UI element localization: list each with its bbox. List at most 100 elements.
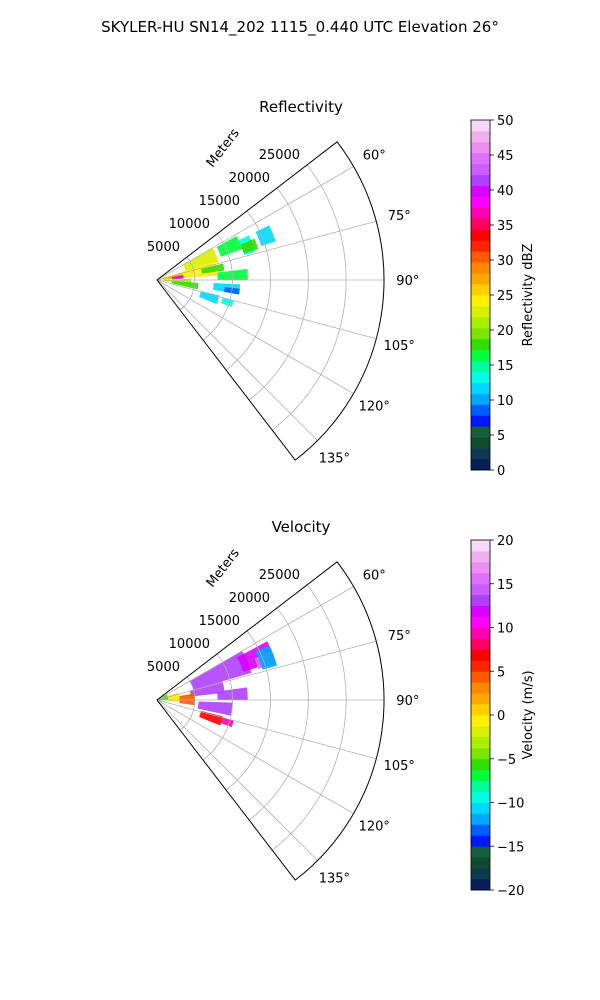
echo-cell-10 — [199, 710, 224, 726]
panel-title: Reflectivity — [259, 98, 343, 116]
colorbar-segment-21 — [471, 649, 490, 661]
echo-cell-3 — [189, 681, 225, 697]
echo-cell-2 — [255, 225, 276, 247]
colorbar-segment-16 — [471, 704, 490, 716]
colorbar-segment-17 — [471, 693, 490, 705]
range-ring-10000 — [202, 653, 234, 761]
colorbar-segment-5 — [471, 824, 490, 836]
range-ring-5000 — [179, 256, 196, 311]
colorbar-segment-4 — [471, 835, 490, 847]
echo-cell-5 — [255, 645, 278, 670]
colorbar-segment-18 — [471, 262, 490, 274]
radial-tick-label-20000: 20000 — [229, 591, 270, 606]
azimuth-tick-label-120: 120° — [359, 819, 390, 834]
colorbar-segment-6 — [471, 813, 490, 825]
azimuth-gridline-105 — [156, 279, 377, 340]
colorbar-segment-17 — [471, 273, 490, 285]
colorbar-segment-29 — [471, 141, 490, 154]
colorbar-label: Velocity (m/s) — [521, 670, 536, 759]
azimuth-gridline-120 — [156, 279, 354, 394]
colorbar-segment-13 — [471, 736, 490, 749]
colorbar-segment-14 — [471, 725, 490, 738]
azimuth-tick-label-105: 105° — [384, 339, 415, 354]
colorbar-segment-30 — [471, 550, 490, 563]
colorbar-segment-4 — [471, 415, 490, 427]
azimuth-gridline-60 — [156, 166, 354, 281]
colorbar-segment-21 — [471, 229, 490, 241]
colorbar-segment-11 — [471, 338, 490, 351]
colorbar-segment-27 — [471, 163, 490, 176]
colorbar-segment-8 — [471, 371, 490, 383]
echo-cell-7 — [167, 692, 180, 702]
echo-cell-8 — [179, 693, 195, 706]
range-ring-20000 — [248, 607, 309, 821]
azimuth-gridline-105 — [156, 699, 377, 760]
colorbar-tick-label-3: 15 — [497, 359, 514, 374]
colorbar-tick-label-8: 20 — [497, 534, 514, 549]
radial-axis-label: Meters — [204, 126, 243, 171]
colorbar-tick-label-7: 15 — [497, 578, 514, 593]
echo-layer — [162, 225, 276, 308]
colorbar-segment-8 — [471, 791, 490, 803]
colorbar-segment-2 — [471, 857, 490, 869]
colorbar-segment-25 — [471, 605, 490, 617]
colorbar-segment-9 — [471, 360, 490, 372]
colorbar-tick-label-9: 45 — [497, 149, 514, 164]
colorbar-segment-23 — [471, 207, 490, 219]
colorbar-segment-3 — [471, 426, 490, 438]
radial-tick-label-10000: 10000 — [169, 217, 210, 232]
colorbar-segment-9 — [471, 780, 490, 792]
colorbar-segment-31 — [471, 120, 490, 132]
colorbar-segment-28 — [471, 152, 490, 165]
colorbar-segment-15 — [471, 295, 490, 307]
colorbar-segment-3 — [471, 846, 490, 858]
colorbar-tick-label-8: 40 — [497, 184, 514, 199]
panel-title: Velocity — [272, 518, 331, 536]
colorbar-segment-10 — [471, 349, 490, 362]
colorbar-segment-24 — [471, 196, 490, 208]
radial-tick-label-25000: 25000 — [259, 148, 300, 163]
colorbar-segment-11 — [471, 758, 490, 771]
range-ring-10000 — [202, 233, 234, 341]
colorbar-segment-20 — [471, 240, 490, 252]
colorbar-tick-label-0: 0 — [497, 464, 505, 479]
colorbar-segment-6 — [471, 393, 490, 405]
radial-tick-label-15000: 15000 — [199, 194, 240, 209]
radial-tick-label-20000: 20000 — [229, 171, 270, 186]
colorbar-tick-label-0: −20 — [497, 884, 524, 899]
colorbar-segment-27 — [471, 583, 490, 596]
azimuth-tick-label-75: 75° — [388, 629, 411, 644]
colorbar-segment-2 — [471, 437, 490, 449]
range-ring-25000 — [271, 584, 347, 851]
colorbar-segment-10 — [471, 769, 490, 782]
colorbar-segment-19 — [471, 671, 490, 683]
radial-tick-label-25000: 25000 — [259, 568, 300, 583]
sector-frame — [156, 141, 385, 461]
colorbar-label: Reflectivity dBZ — [521, 244, 536, 347]
colorbar-segment-28 — [471, 572, 490, 585]
colorbar-tick-label-2: 10 — [497, 394, 514, 409]
range-ring-5000 — [179, 676, 196, 731]
azimuth-tick-label-120: 120° — [359, 399, 390, 414]
reflectivity-panel: Reflectivity 5000 10000 15000 20000 25000 Mete… — [147, 98, 536, 479]
colorbar: 0 5 10 15 20 25 30 35 40 45 50 Reflectivity dBZ — [470, 114, 536, 479]
azimuth-gridline-135 — [156, 279, 318, 441]
colorbar-segment-15 — [471, 715, 490, 727]
radial-tick-label-5000: 5000 — [147, 240, 180, 255]
colorbar-segment-29 — [471, 561, 490, 574]
radial-tick-label-15000: 15000 — [199, 614, 240, 629]
colorbar-segment-20 — [471, 660, 490, 672]
azimuth-tick-label-135: 135° — [319, 871, 350, 886]
colorbar-segment-18 — [471, 682, 490, 694]
sector-frame — [156, 561, 385, 881]
colorbar-segment-22 — [471, 638, 490, 650]
range-ring-25000 — [271, 164, 347, 431]
azimuth-tick-label-90: 90° — [396, 274, 419, 289]
echo-cell-9 — [197, 701, 233, 716]
colorbar-tick-label-2: −10 — [497, 797, 524, 812]
azimuth-tick-label-105: 105° — [384, 759, 415, 774]
colorbar-tick-label-7: 35 — [497, 219, 514, 234]
radial-axis-label: Meters — [204, 546, 243, 591]
colorbar-segment-1 — [471, 868, 490, 880]
